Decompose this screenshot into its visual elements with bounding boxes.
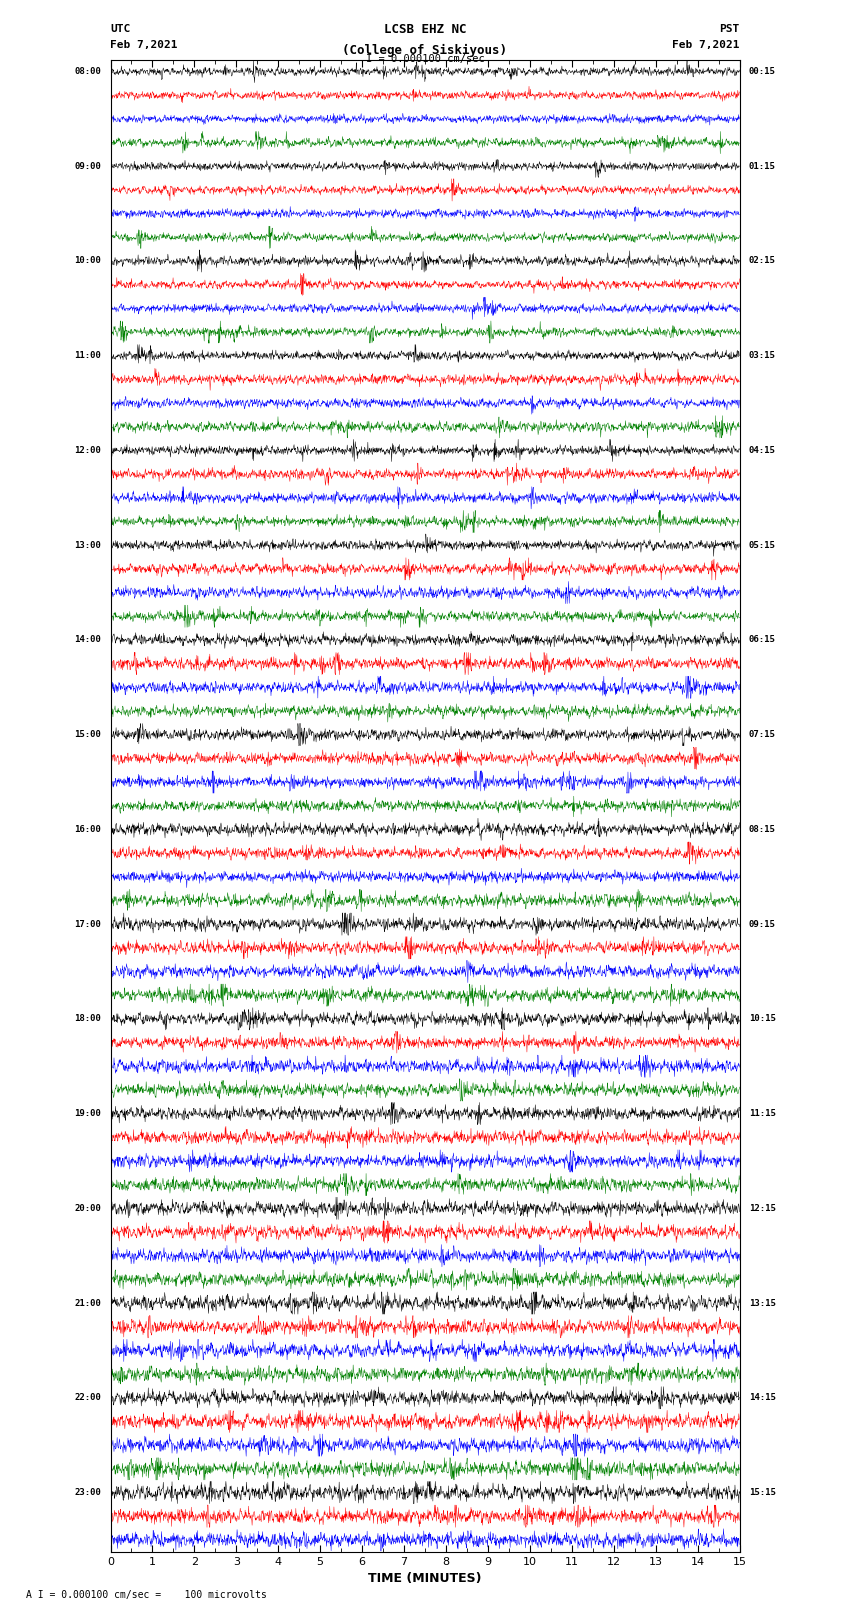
Text: 13:15: 13:15 — [749, 1298, 776, 1308]
Text: UTC: UTC — [110, 24, 131, 34]
Text: (College of Siskiyous): (College of Siskiyous) — [343, 44, 507, 58]
Text: 05:15: 05:15 — [749, 540, 776, 550]
Text: 16:00: 16:00 — [74, 824, 101, 834]
Text: 19:00: 19:00 — [74, 1110, 101, 1118]
Text: 00:15: 00:15 — [749, 68, 776, 76]
Text: 21:00: 21:00 — [74, 1298, 101, 1308]
Text: 22:00: 22:00 — [74, 1394, 101, 1402]
Text: 03:15: 03:15 — [749, 352, 776, 360]
Text: 14:15: 14:15 — [749, 1394, 776, 1402]
Text: 13:00: 13:00 — [74, 540, 101, 550]
Text: I = 0.000100 cm/sec: I = 0.000100 cm/sec — [366, 53, 484, 65]
Text: 09:00: 09:00 — [74, 161, 101, 171]
Text: 06:15: 06:15 — [749, 636, 776, 645]
Text: 01:15: 01:15 — [749, 161, 776, 171]
Text: 15:15: 15:15 — [749, 1489, 776, 1497]
Text: 18:00: 18:00 — [74, 1015, 101, 1023]
Text: 08:00: 08:00 — [74, 68, 101, 76]
Text: 10:00: 10:00 — [74, 256, 101, 266]
Text: 12:00: 12:00 — [74, 445, 101, 455]
Text: A I = 0.000100 cm/sec =    100 microvolts: A I = 0.000100 cm/sec = 100 microvolts — [26, 1590, 266, 1600]
Text: PST: PST — [719, 24, 740, 34]
Text: 14:00: 14:00 — [74, 636, 101, 645]
Text: Feb 7,2021: Feb 7,2021 — [672, 40, 740, 50]
Text: 20:00: 20:00 — [74, 1203, 101, 1213]
Text: 04:15: 04:15 — [749, 445, 776, 455]
Text: 10:15: 10:15 — [749, 1015, 776, 1023]
Text: 02:15: 02:15 — [749, 256, 776, 266]
Text: 08:15: 08:15 — [749, 824, 776, 834]
Text: 11:15: 11:15 — [749, 1110, 776, 1118]
X-axis label: TIME (MINUTES): TIME (MINUTES) — [368, 1573, 482, 1586]
Text: 15:00: 15:00 — [74, 731, 101, 739]
Text: Feb 7,2021: Feb 7,2021 — [110, 40, 178, 50]
Text: 23:00: 23:00 — [74, 1489, 101, 1497]
Text: 07:15: 07:15 — [749, 731, 776, 739]
Text: 11:00: 11:00 — [74, 352, 101, 360]
Text: 09:15: 09:15 — [749, 919, 776, 929]
Text: LCSB EHZ NC: LCSB EHZ NC — [383, 23, 467, 37]
Text: 17:00: 17:00 — [74, 919, 101, 929]
Text: 12:15: 12:15 — [749, 1203, 776, 1213]
